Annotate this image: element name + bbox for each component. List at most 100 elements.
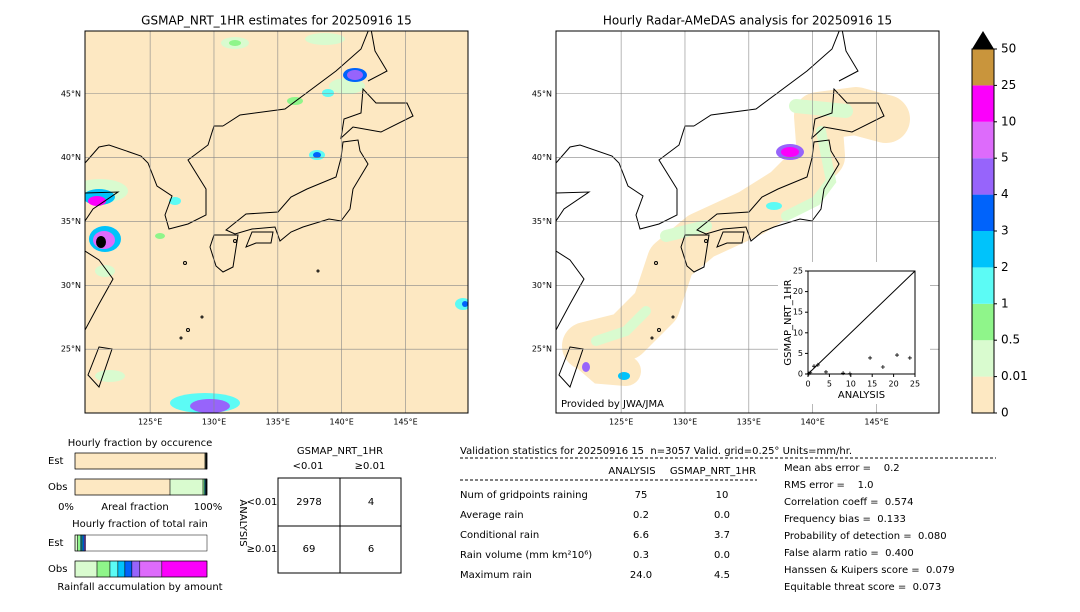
y-tick-label: 15 — [793, 308, 803, 317]
colorbar-label: 0.01 — [1001, 369, 1028, 383]
fraction-segment — [117, 560, 126, 578]
row-label: Est — [48, 538, 64, 549]
table-cell: 6 — [368, 544, 374, 555]
stats-value: 4.5 — [714, 570, 730, 581]
map-frame — [84, 30, 469, 414]
table-cell: 69 — [303, 544, 316, 555]
scatter-point — [880, 364, 885, 369]
stats-header: Validation statistics for 20250916 15 n=… — [460, 446, 852, 457]
x-tick-label: 25 — [910, 380, 920, 389]
fraction-segment — [169, 478, 204, 496]
colorbar-label: 0.5 — [1001, 333, 1020, 347]
colorbar-label: 0 — [1001, 406, 1009, 420]
scatter-point — [841, 371, 846, 376]
fraction-segment — [74, 478, 171, 496]
fraction-segment — [77, 534, 81, 552]
score: False alarm ratio = 0.400 — [784, 548, 914, 559]
row-label: ≥0.01 — [247, 544, 278, 555]
scatter-background — [778, 262, 930, 404]
x-tick-label: 15 — [867, 380, 877, 389]
stats-value: 3.7 — [714, 530, 730, 541]
stats-value: 10 — [716, 490, 729, 501]
lon-label: 140°E — [801, 418, 825, 427]
scatter-point — [868, 355, 873, 360]
x-axis-label: ANALYSIS — [838, 390, 885, 401]
map-frame — [555, 30, 940, 414]
colorbar-swatch — [972, 231, 994, 268]
fraction-segment — [74, 560, 98, 578]
map-estimate: 45°N 40°N 35°N 30°N 25°N 125°E 130°E 135°E 140°E… — [61, 30, 469, 427]
colorbar-swatch — [972, 85, 994, 122]
bar-frame — [74, 560, 208, 578]
score: Probability of detection = 0.080 — [784, 531, 947, 542]
row-label: Obs — [48, 564, 67, 575]
x-tick-label: 5 — [827, 380, 832, 389]
lon-label: 140°E — [330, 418, 354, 427]
fraction-segment — [96, 560, 111, 578]
stats-value: 0.2 — [633, 510, 649, 521]
axis-label: 100% — [194, 502, 223, 513]
colorbar-swatch — [972, 194, 994, 231]
fraction-segment — [109, 560, 119, 578]
fraction-segment — [83, 534, 86, 552]
colorbar-swatch — [972, 121, 994, 159]
column-header: ANALYSIS — [608, 466, 655, 477]
lat-label: 35°N — [532, 217, 552, 226]
colorbar-label: 3 — [1001, 224, 1009, 238]
row-label: <0.01 — [247, 497, 278, 508]
axis-label: Rainfall accumulation by amount — [57, 582, 222, 593]
lat-label: 30°N — [61, 281, 81, 290]
scatter-point — [907, 355, 912, 360]
scatter-point — [823, 369, 828, 374]
colorbar-extend — [972, 31, 994, 49]
fraction-segment — [161, 560, 208, 578]
colorbar-swatch — [972, 340, 994, 377]
stats-label: Average rain — [460, 510, 524, 521]
row-title: ANALYSIS — [237, 499, 248, 546]
lon-label: 135°E — [266, 418, 290, 427]
panel-title: Hourly fraction by occurence — [68, 438, 212, 449]
lon-label: 130°E — [202, 418, 226, 427]
stats-label: Conditional rain — [460, 530, 539, 541]
colorbar-label: 2 — [1001, 260, 1009, 274]
scatter-point — [811, 364, 816, 369]
fraction-segment — [124, 560, 133, 578]
scatter-frame — [807, 270, 916, 375]
y-axis-label: GSMAP_NRT_1HR — [783, 279, 794, 365]
lon-label: 145°E — [864, 418, 888, 427]
axis-label: Areal fraction — [101, 502, 168, 513]
colorbar-label: 4 — [1001, 187, 1009, 201]
colorbar-label: 10 — [1001, 114, 1016, 128]
scatter-point — [808, 370, 813, 375]
col-label: <0.01 — [293, 461, 324, 472]
lat-label: 40°N — [532, 153, 552, 162]
stats-label: Rain volume (mm km²10⁶) — [460, 550, 592, 561]
x-tick-label: 10 — [846, 380, 856, 389]
stats-value: 6.6 — [633, 530, 649, 541]
row-label: Est — [48, 456, 64, 467]
stats-value: 24.0 — [630, 570, 652, 581]
lat-label: 25°N — [61, 345, 81, 354]
lat-label: 35°N — [61, 217, 81, 226]
y-tick-label: 20 — [793, 287, 803, 296]
lon-label: 145°E — [393, 418, 417, 427]
axis-label: 0% — [58, 502, 74, 513]
score: Correlation coeff = 0.574 — [784, 497, 914, 508]
colorbar-swatch — [972, 158, 994, 195]
lat-label: 45°N — [532, 89, 552, 98]
map-title: GSMAP_NRT_1HR estimates for 20250916 15 — [141, 14, 412, 28]
lon-label: 125°E — [609, 418, 633, 427]
scatter-point — [895, 353, 900, 358]
bar-frame — [74, 478, 208, 496]
score: Mean abs error = 0.2 — [784, 463, 900, 474]
table-cell: 4 — [368, 497, 374, 508]
fraction-segment — [139, 560, 163, 578]
score: Frequency bias = 0.133 — [784, 514, 906, 525]
x-tick-label: 20 — [889, 380, 899, 389]
y-tick-label: 10 — [793, 328, 803, 337]
precip-field — [85, 33, 468, 413]
lon-label: 135°E — [737, 418, 761, 427]
lat-label: 25°N — [532, 345, 552, 354]
stats-value: 75 — [635, 490, 648, 501]
